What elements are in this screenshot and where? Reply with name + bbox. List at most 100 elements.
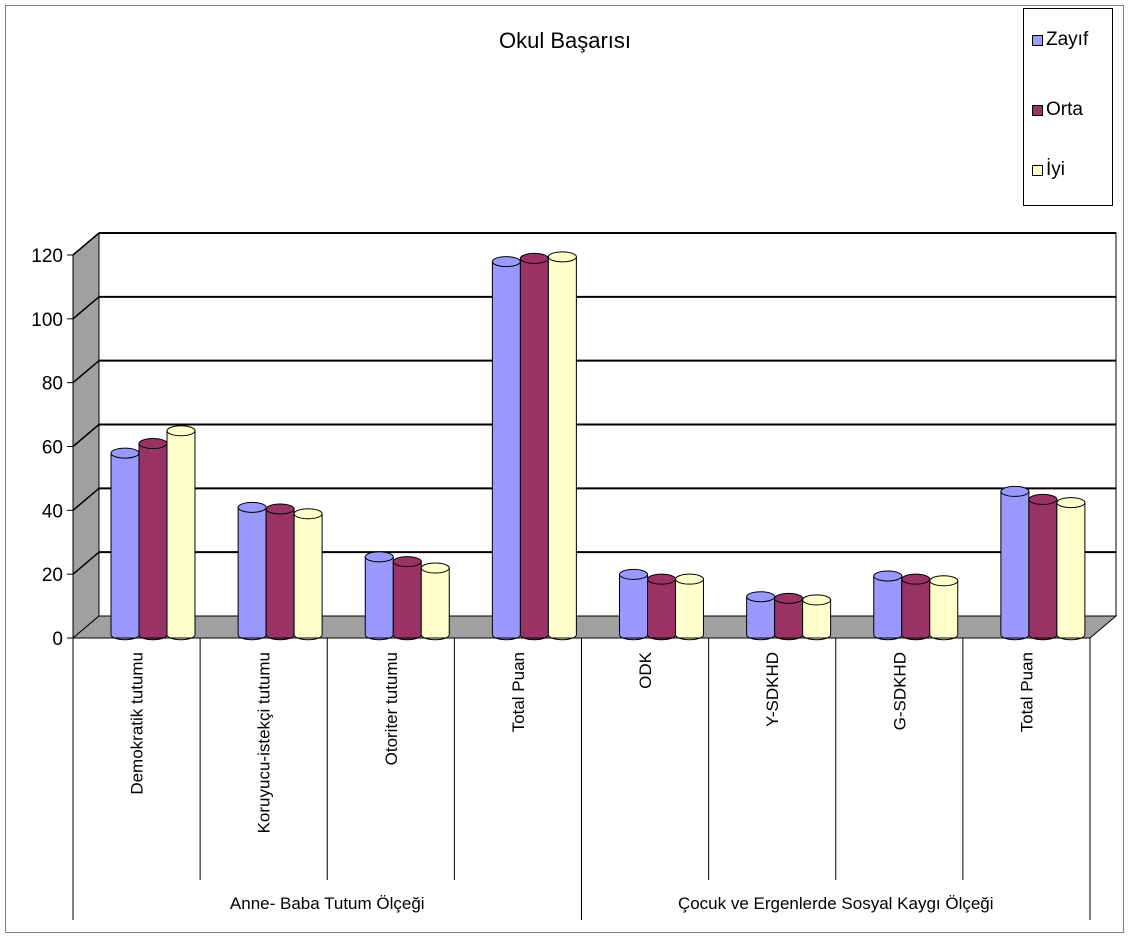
bar-body [237, 506, 267, 641]
bar-body [138, 443, 168, 641]
bar-1-2 [392, 556, 422, 641]
bar-top [547, 251, 577, 263]
bar-body [675, 578, 704, 641]
bar-body [265, 508, 295, 641]
legend-swatch-orta [1032, 104, 1043, 116]
bar-top [364, 551, 394, 563]
bar-body [519, 257, 549, 641]
chart-walls [71, 231, 1118, 640]
bar-0-2 [364, 551, 394, 641]
bar-body [1056, 502, 1086, 641]
bar-1-7 [1028, 493, 1058, 641]
bar-top [802, 594, 832, 606]
bar-top [929, 575, 959, 587]
bar-2-1 [293, 508, 323, 641]
bar-body [420, 567, 450, 641]
category-label: Otoriter tutumu [382, 652, 401, 765]
category-label: Total Puan [1017, 652, 1036, 732]
bar-top [166, 425, 196, 437]
category-label: ODK [636, 651, 655, 689]
category-label: Demokratik tutumu [128, 652, 147, 795]
bar-body [293, 513, 323, 641]
bar-0-4 [619, 568, 648, 641]
bar-1-0 [138, 438, 168, 641]
bar-body [802, 599, 832, 641]
bar-top [138, 438, 168, 450]
bar-2-4 [675, 573, 704, 641]
bar-body [110, 452, 140, 641]
bar-0-0 [110, 447, 140, 641]
bar-body [166, 430, 196, 641]
bar-top [901, 573, 931, 585]
bar-body [647, 578, 676, 641]
group-label: Anne- Baba Tutum Ölçeği [230, 894, 425, 913]
bar-body [746, 596, 776, 641]
bar-2-0 [166, 425, 196, 641]
bar-top [1028, 493, 1058, 505]
y-tick-label: 60 [42, 438, 63, 459]
bar-top [647, 573, 676, 585]
bar-0-5 [746, 591, 776, 641]
bar-2-6 [929, 575, 959, 641]
legend-label-zayif: Zayıf [1046, 29, 1089, 50]
bar-top [1000, 485, 1030, 497]
bar-top [873, 570, 903, 582]
bar-1-1 [265, 503, 295, 641]
bar-body [774, 597, 804, 641]
bar-top [519, 252, 549, 264]
legend-swatch-iyi [1032, 164, 1043, 176]
gridline-side [72, 360, 100, 384]
legend-label-orta: Orta [1046, 99, 1083, 120]
legend-item-iyi: İyi [1032, 159, 1065, 181]
bar-top [110, 447, 140, 459]
legend-swatch-zayif [1032, 34, 1043, 46]
bar-body [547, 256, 577, 641]
gridline-side [72, 232, 100, 256]
gridline-side [72, 423, 100, 448]
bar-1-5 [774, 592, 804, 641]
y-tick-label: 120 [31, 246, 63, 267]
y-tick-label: 40 [42, 501, 63, 522]
bar-0-6 [873, 570, 903, 641]
bar-1-6 [901, 573, 931, 641]
bar-top [774, 592, 804, 604]
y-tick-label: 100 [31, 310, 63, 331]
bar-body [491, 261, 521, 641]
bar-top [746, 591, 776, 603]
bar-top [293, 508, 323, 520]
legend-item-orta: Orta [1032, 99, 1083, 121]
bar-body [1028, 498, 1058, 641]
bar-2-2 [420, 562, 450, 641]
category-label: Y-SDKHD [763, 652, 782, 727]
floor [71, 615, 1118, 639]
bar-body [364, 556, 394, 641]
gridline-side [72, 551, 100, 575]
bar-0-3 [491, 256, 521, 641]
category-label: Total Puan [509, 652, 528, 732]
bar-top [1056, 497, 1086, 509]
bar-body [873, 575, 903, 641]
gridline-side [72, 296, 100, 320]
y-axis: 0 20 40 60 80 100 120 [31, 246, 74, 650]
bar-0-7 [1000, 485, 1030, 641]
bar-top [675, 573, 704, 585]
x-axis: Demokratik tutumu Koruyucu-istekçi tutumu… [72, 637, 1091, 920]
chart-title: Okul Başarısı [498, 28, 632, 53]
bar-body [619, 573, 648, 641]
bar-2-5 [802, 594, 832, 641]
legend: Zayıf Orta İyi [1023, 8, 1113, 206]
bar-top [392, 556, 422, 568]
bar-0-1 [237, 501, 267, 641]
bar-1-3 [519, 252, 549, 641]
bar-top [237, 501, 267, 513]
gridline-side [72, 487, 100, 511]
bar-body [929, 580, 959, 641]
bar-top [265, 503, 295, 515]
bar-2-3 [547, 251, 577, 641]
bar-top [619, 568, 648, 580]
bar-1-4 [647, 573, 676, 641]
y-tick-label: 0 [52, 629, 63, 650]
bar-top [420, 562, 450, 574]
bar-2-7 [1056, 497, 1086, 641]
